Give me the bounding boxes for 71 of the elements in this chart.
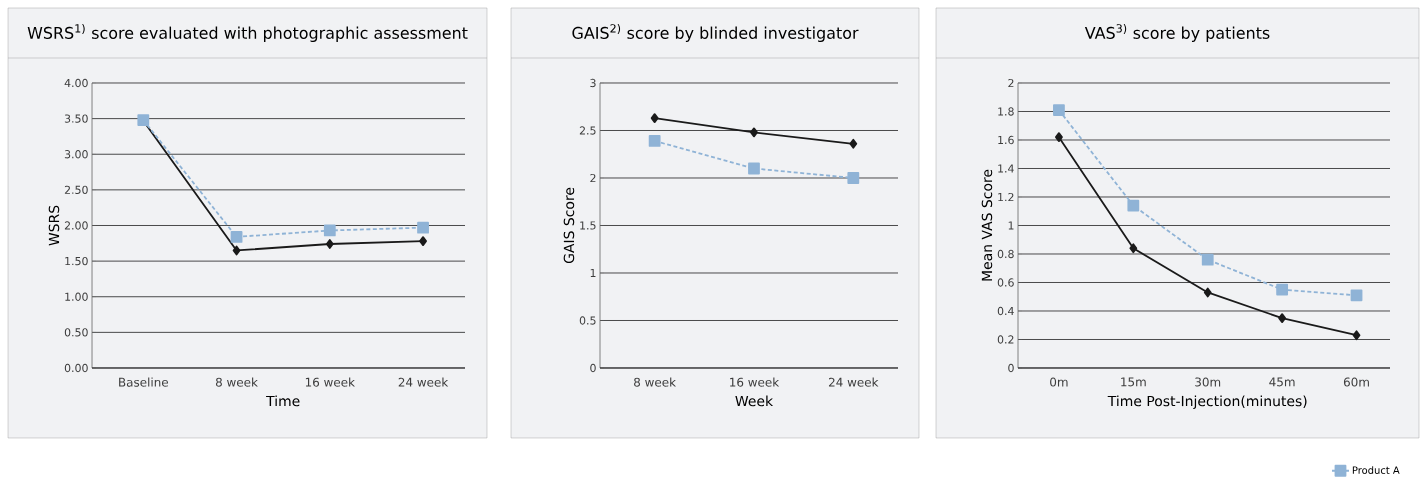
point [1053,104,1065,116]
x-tick-label: 15m [1121,377,1146,387]
point [1201,253,1214,266]
chart-title: WSRS$^{1)}$ score evaluated with photographic assessment [27,23,468,42]
x-tick-label: 30m [1195,377,1221,387]
x-axis-title: Time [266,395,300,407]
point [1129,243,1138,254]
x-axis-title: Week [735,395,774,407]
y-tick-label: 2 [1008,78,1014,88]
x-tick-label: 16 week [305,377,355,387]
point [750,127,758,138]
y-tick-label: 0.5 [579,316,596,325]
x-tick-label: 60m [1343,377,1369,387]
point [648,135,661,147]
y-tick-label: 2.00 [64,221,88,230]
y-tick-label: 0 [1008,363,1014,373]
y-tick-label: 1 [590,269,596,277]
y-tick-label: 2.50 [64,185,88,195]
chart-title: GAIS$^{2)}$ score by blinded investigator [572,23,859,42]
y-tick-label: 3.00 [64,150,88,159]
y-tick-label: 3 [590,78,596,88]
y-tick-label: 1.50 [65,256,88,266]
x-tick-label: 8 week [634,377,676,387]
y-tick-label: 0.50 [64,328,88,337]
point [847,172,860,184]
y-tick-label: 1 [1008,221,1014,230]
point [1203,287,1212,298]
y-tick-label: 2.5 [579,126,596,135]
y-tick-label: 0.00 [64,363,88,373]
point [232,245,241,256]
y-tick-label: 4.00 [64,78,88,88]
y-axis-title: Mean VAS Score [981,169,993,281]
point [849,138,858,149]
point [230,230,243,243]
y-tick-label: 1.8 [998,107,1014,116]
x-tick-label: 24 week [828,377,879,387]
x-axis-title: Time Post-Injection(minutes) [1107,395,1307,410]
point [748,162,760,175]
y-tick-label: 1.4 [998,164,1014,173]
x-tick-label: 8 week [215,377,258,387]
y-tick-label: 2 [590,173,596,183]
y-axis-title: GAIS Score [563,187,575,264]
point [1352,330,1361,341]
point [650,113,659,124]
y-tick-label: 1.6 [998,135,1014,145]
point [1276,283,1289,296]
legend-label: Product A [1352,466,1400,474]
x-tick-label: Baseline [119,377,169,387]
y-tick-label: 0.2 [997,335,1014,344]
point [323,224,336,237]
chart-title: VAS$^{3)}$ score by patients [1084,23,1270,42]
point [1055,132,1063,143]
y-tick-label: 1.5 [580,221,596,230]
point [1350,289,1363,302]
y-tick-label: 0.8 [997,249,1014,259]
point [1127,199,1140,212]
y-tick-label: 1.2 [998,192,1014,202]
point [1278,313,1287,324]
x-tick-label: 24 week [398,377,449,387]
x-tick-label: 16 week [730,377,780,387]
x-tick-label: 0m [1050,377,1068,387]
y-tick-label: 0 [590,363,596,373]
point [417,221,429,234]
y-tick-label: 0.4 [997,306,1014,316]
point [419,236,427,247]
y-axis-title: WSRS [48,205,60,246]
point [325,239,334,249]
y-tick-label: 0.6 [997,278,1014,287]
y-tick-label: 3.50 [64,114,88,123]
y-tick-label: 1.00 [65,292,88,301]
x-tick-label: 45m [1269,377,1295,387]
